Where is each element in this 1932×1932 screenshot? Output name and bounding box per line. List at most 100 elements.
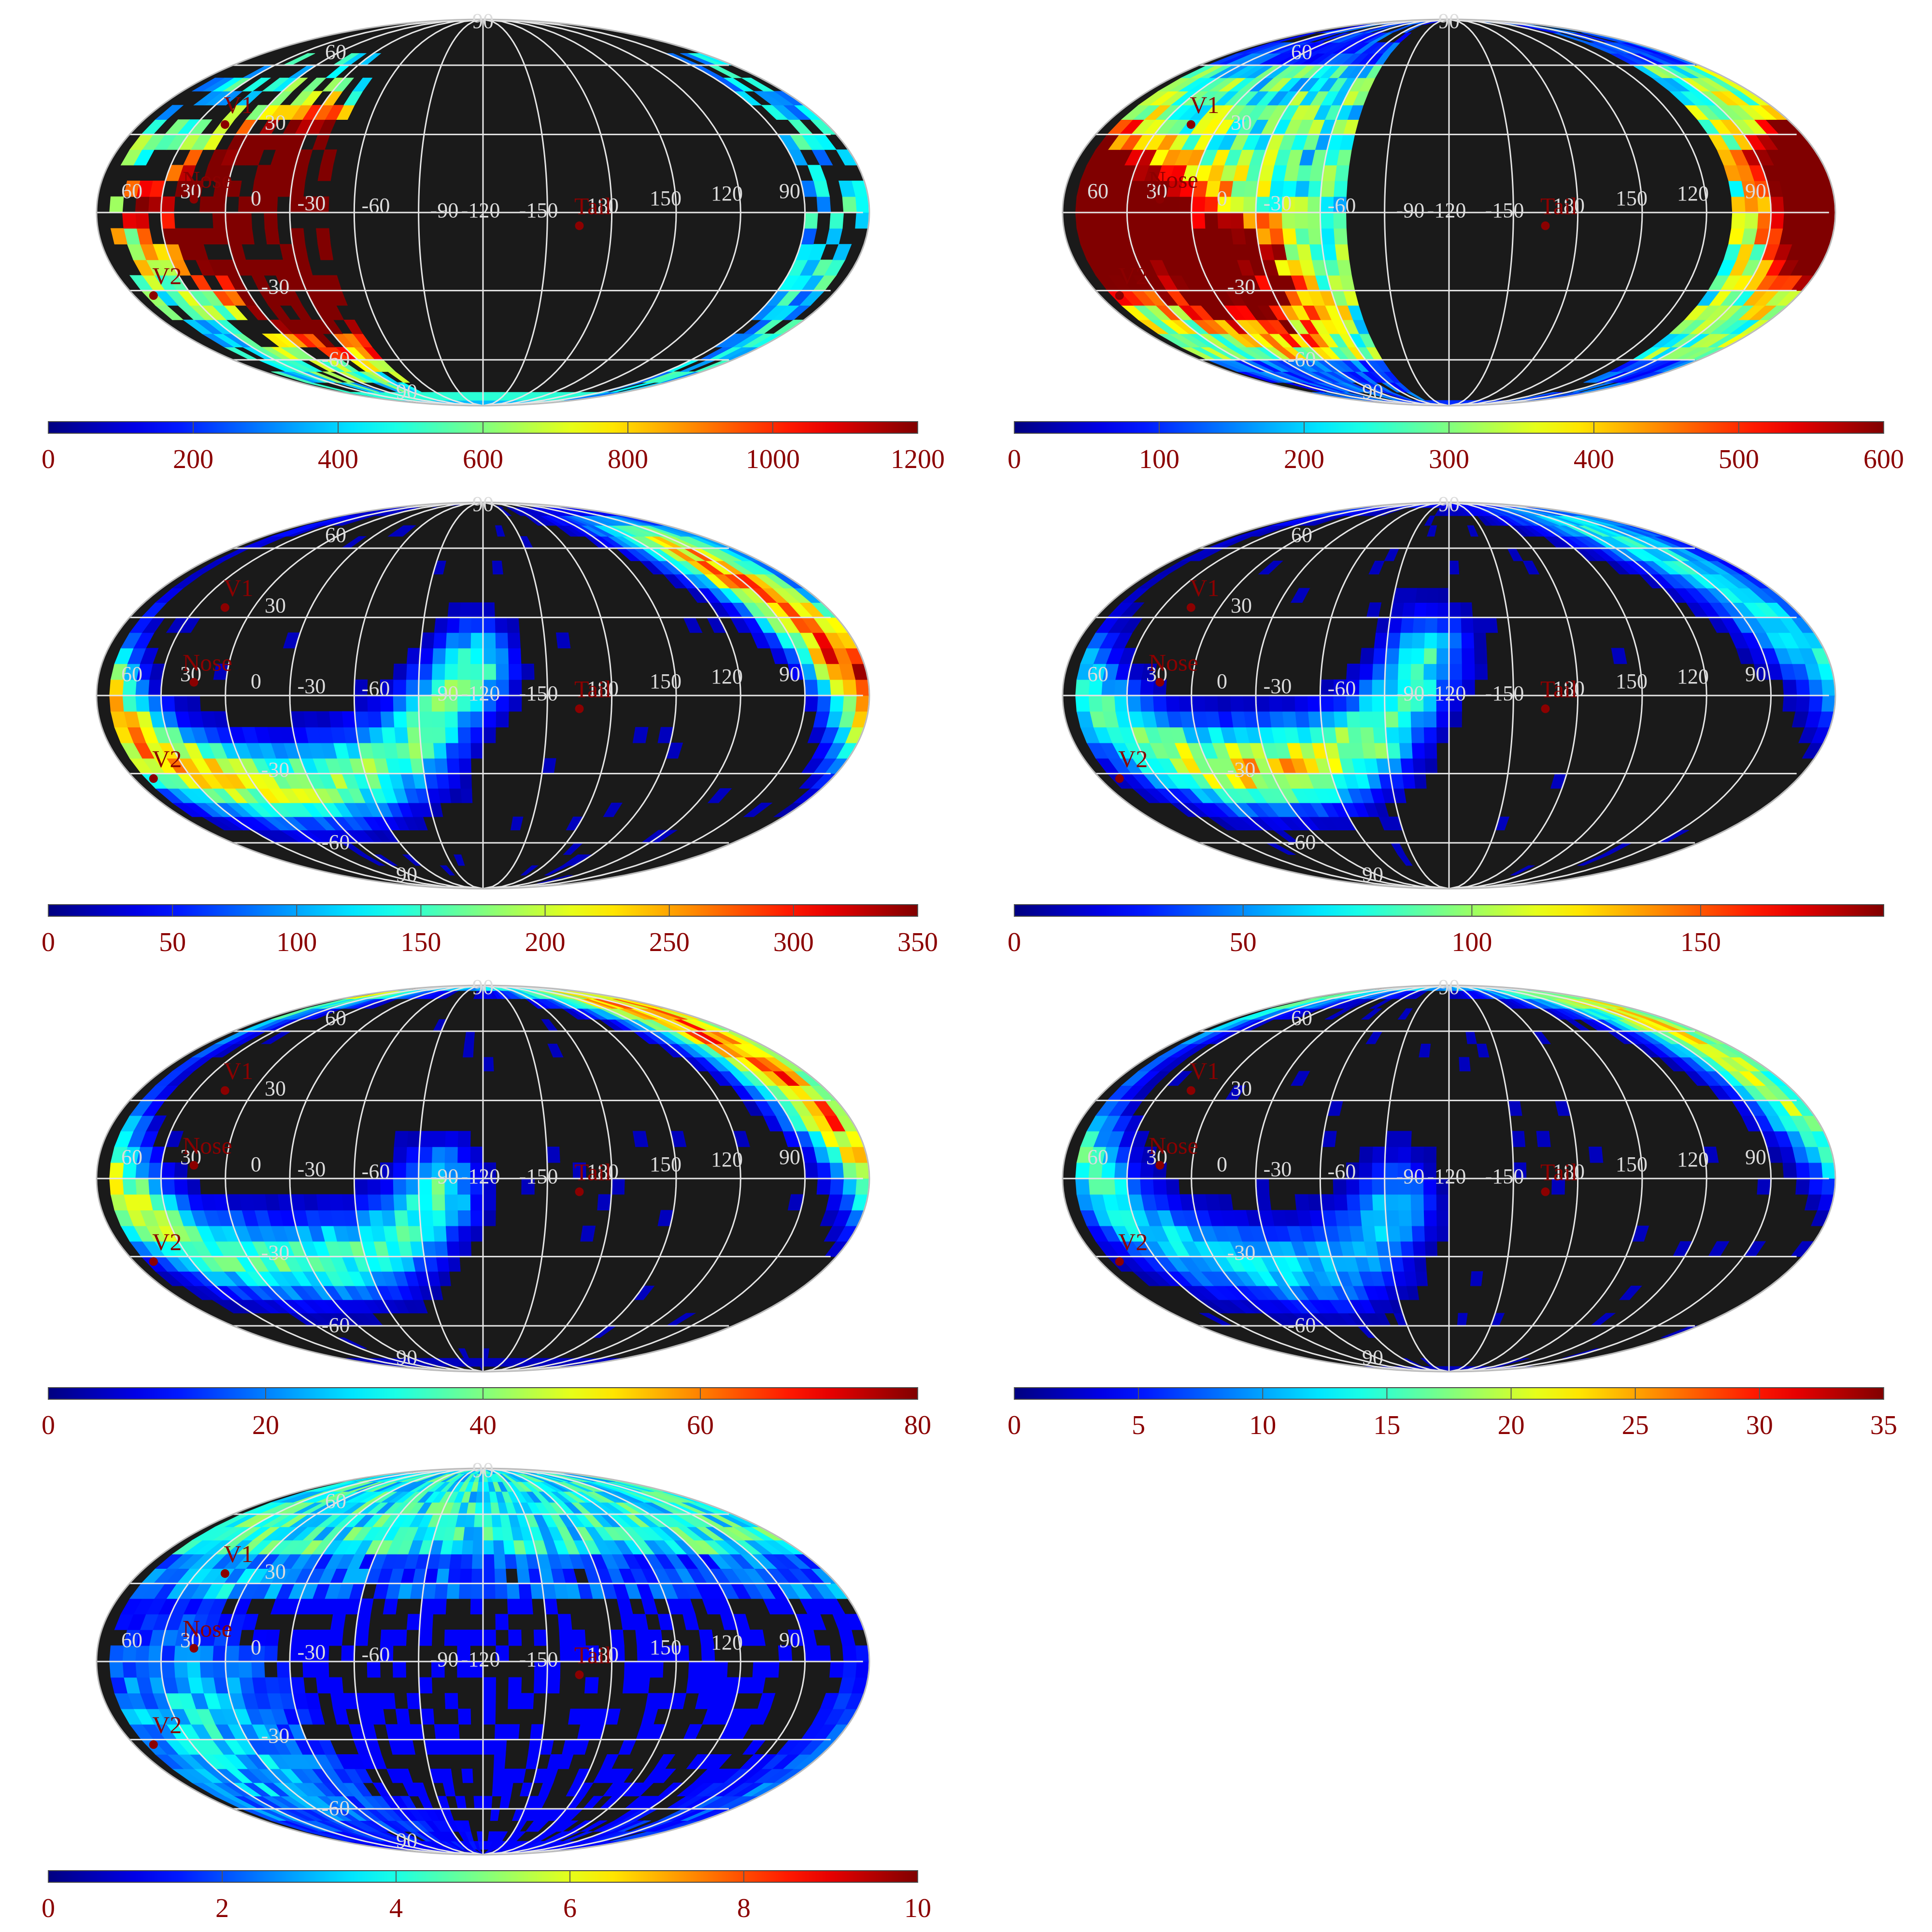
meridian-line [1449,19,1579,406]
heatmap-cell [1114,695,1129,712]
marker-label-v2: V2 [1118,262,1148,289]
heatmap-cell [252,1194,268,1211]
heatmap-cell [395,1225,411,1242]
heatmap-cells [109,53,869,406]
heatmap-cell [1204,196,1219,213]
meridian-line [1449,985,1772,1372]
heatmap-cell [225,1645,240,1662]
heatmap-cell [1088,1178,1103,1195]
heatmap-cell [1744,212,1759,229]
heatmap-cell [1384,1194,1399,1211]
heatmap-cell [238,1645,253,1662]
heatmap-cell [483,711,496,728]
heatmap-cell [392,1661,406,1678]
marker-label-v1: V1 [1190,1057,1219,1084]
meridian-line [483,502,613,889]
latitude-label: 90 [396,1346,417,1369]
heatmap-cell [1385,648,1400,664]
heatmap-cell [381,1693,396,1709]
heatmap-cell [148,679,163,696]
heatmap-cell [483,1210,496,1226]
marker-label-v2: V2 [1118,745,1148,772]
heatmap-cell [330,1693,346,1709]
longitude-label: 120 [1677,665,1709,688]
heatmap-cell [109,1661,124,1678]
marker-label-v2: V2 [152,745,182,772]
heatmap-cell [1470,1271,1483,1286]
meridian-line [1449,19,1707,406]
longitude-label: 180 [1553,1160,1585,1183]
heatmap-cell [493,1540,505,1555]
heatmap-cell [1126,1162,1141,1179]
longitude-label: 90 [1745,1145,1766,1169]
heatmap-cell [472,1540,483,1555]
heatmap-cell [435,1256,450,1272]
heatmap-cell [829,1178,844,1195]
heatmap-cell [507,632,521,649]
heatmap-cell [483,1057,494,1072]
heatmap-cell [855,212,869,229]
heatmap-cell [406,648,421,664]
heatmap-cell [483,632,496,649]
marker-label-nose: Nose [183,1132,232,1159]
heatmap-cell [368,1210,384,1226]
heatmap-cell [1282,711,1297,728]
heatmap-cell [1114,1178,1129,1195]
colorbar-tick-label: 50 [1230,927,1257,957]
heatmap-cell [816,196,831,213]
longitude-label: 120 [711,1148,743,1171]
heatmap-cell [1333,711,1348,728]
heatmap-cell [328,1194,344,1211]
heatmap-cell [1371,679,1385,696]
heatmap-cell [1346,663,1361,680]
longitude-label: -90 [430,682,459,705]
heatmap-cell [1372,711,1386,728]
meridian-line [1191,19,1449,406]
heatmap-cell [419,727,434,743]
longitude-label: -90 [1396,199,1425,222]
heatmap-cell [506,1724,520,1740]
marker-label-tail: Tail [1540,192,1577,219]
heatmap-cells [109,985,869,1372]
meridian-line [483,502,677,889]
longitude-label: -60 [1328,677,1356,700]
heatmap-cell [1808,1162,1823,1179]
marker-dot-nose [1155,1161,1165,1170]
meridian-line [1449,502,1772,889]
heatmap-cell [328,1629,344,1646]
heatmap-cell [461,1768,473,1783]
heatmap-cell [1271,32,1317,43]
heatmap-cell [420,1598,435,1615]
marker-label-tail: Tail [574,192,611,219]
meridian-line [289,19,483,406]
heatmap-cell [110,228,128,245]
heatmap-cell [1088,212,1103,229]
heatmap-cell [446,1583,460,1599]
heatmap-cell [406,1131,421,1147]
heatmap-cell [419,1614,434,1630]
heatmap-cell [1795,212,1810,229]
heatmap-cell [449,788,462,803]
heatmap-cell [1424,758,1438,774]
heatmap-cell [1217,695,1231,712]
heatmap-cell [271,371,312,383]
heatmap-cell [1412,1241,1426,1257]
heatmap-cell [1401,602,1416,618]
heatmap-cell [316,228,331,245]
heatmap-cell [1372,1194,1386,1211]
heatmap-cell [1191,212,1206,229]
heatmap-cell [1075,695,1090,712]
heatmap-cell [1808,196,1823,213]
heatmap-cell [406,711,420,728]
heatmap-cell [160,212,175,229]
heatmap-cell [494,1583,508,1599]
heatmap-cell [1410,711,1424,728]
heatmap-cell [433,632,447,649]
longitude-label: 120 [711,182,743,205]
heatmap-cell [686,1677,702,1694]
heatmap-cell [444,648,458,664]
latitude-label: 60 [1291,40,1312,64]
heatmap-cell [173,1661,188,1678]
heatmap-cell [483,1526,494,1541]
